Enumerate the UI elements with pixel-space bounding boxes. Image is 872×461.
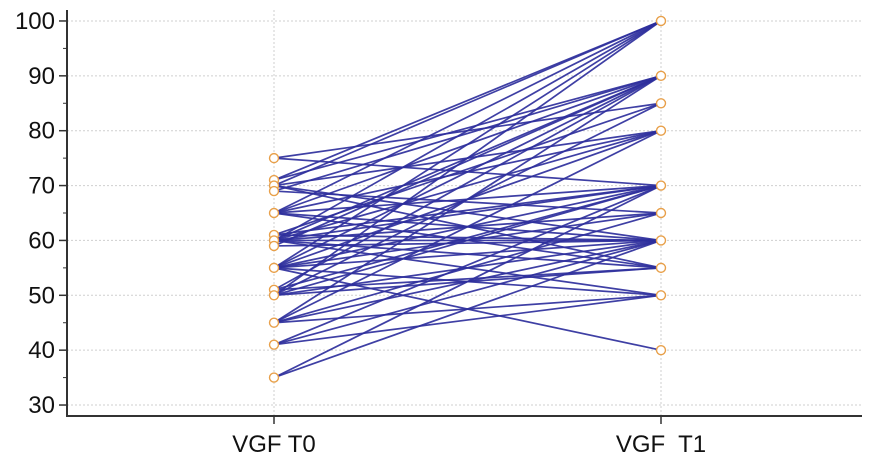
data-point: [655, 344, 667, 356]
data-point: [268, 262, 280, 274]
pair-line: [273, 294, 662, 346]
y-tick-label-90: 90: [28, 63, 55, 90]
pair-line: [273, 184, 662, 291]
pair-line: [273, 129, 662, 324]
pair-line: [273, 239, 662, 346]
pair-line: [273, 212, 662, 324]
pair-line: [273, 75, 662, 269]
pair-line: [273, 75, 662, 247]
data-point: [655, 290, 667, 301]
y-ticks: 30 40 50 60 70 80 90 100: [15, 8, 662, 424]
y-tick-label-50: 50: [28, 282, 55, 309]
pair-line: [273, 20, 662, 242]
pair-line: [273, 184, 662, 242]
pair-line: [273, 75, 662, 181]
data-point: [268, 240, 280, 252]
y-tick-label-70: 70: [28, 173, 55, 200]
y-tick-label-30: 30: [28, 392, 55, 419]
data-point: [655, 180, 667, 191]
pair-line: [273, 129, 662, 242]
data-point: [655, 235, 667, 246]
data-point: [655, 98, 667, 109]
data-point: [268, 317, 280, 328]
pair-line: [273, 20, 662, 296]
data-points: [268, 15, 667, 383]
data-point: [268, 372, 280, 383]
x-tick-label-t0: VGF T0: [232, 431, 316, 458]
data-point: [655, 15, 667, 27]
x-tick-labels: VGF T0 VGF T1: [232, 431, 706, 458]
pair-line: [273, 75, 662, 192]
pair-line: [273, 184, 662, 346]
data-point: [268, 339, 280, 350]
pair-line: [273, 20, 662, 187]
y-tick-label-60: 60: [28, 227, 55, 254]
pair-line: [273, 184, 662, 297]
y-tick-label-100: 100: [15, 8, 55, 35]
data-point: [268, 207, 280, 219]
data-point: [268, 185, 280, 197]
y-tick-label-80: 80: [28, 118, 55, 145]
data-point: [268, 152, 280, 164]
y-tick-label-40: 40: [28, 337, 55, 364]
pair-line: [273, 75, 662, 324]
data-point: [655, 262, 667, 274]
pair-lines: [273, 20, 662, 379]
data-point: [268, 290, 280, 301]
x-tick-label-t1: VGF T1: [616, 431, 706, 458]
pair-line: [273, 190, 662, 214]
data-point: [655, 207, 667, 219]
pair-line: [273, 75, 662, 291]
pair-line: [273, 20, 662, 214]
pair-line: [273, 239, 662, 379]
pair-line: [273, 20, 662, 269]
data-point: [655, 125, 667, 136]
pair-line: [273, 184, 662, 379]
data-point: [655, 70, 667, 82]
